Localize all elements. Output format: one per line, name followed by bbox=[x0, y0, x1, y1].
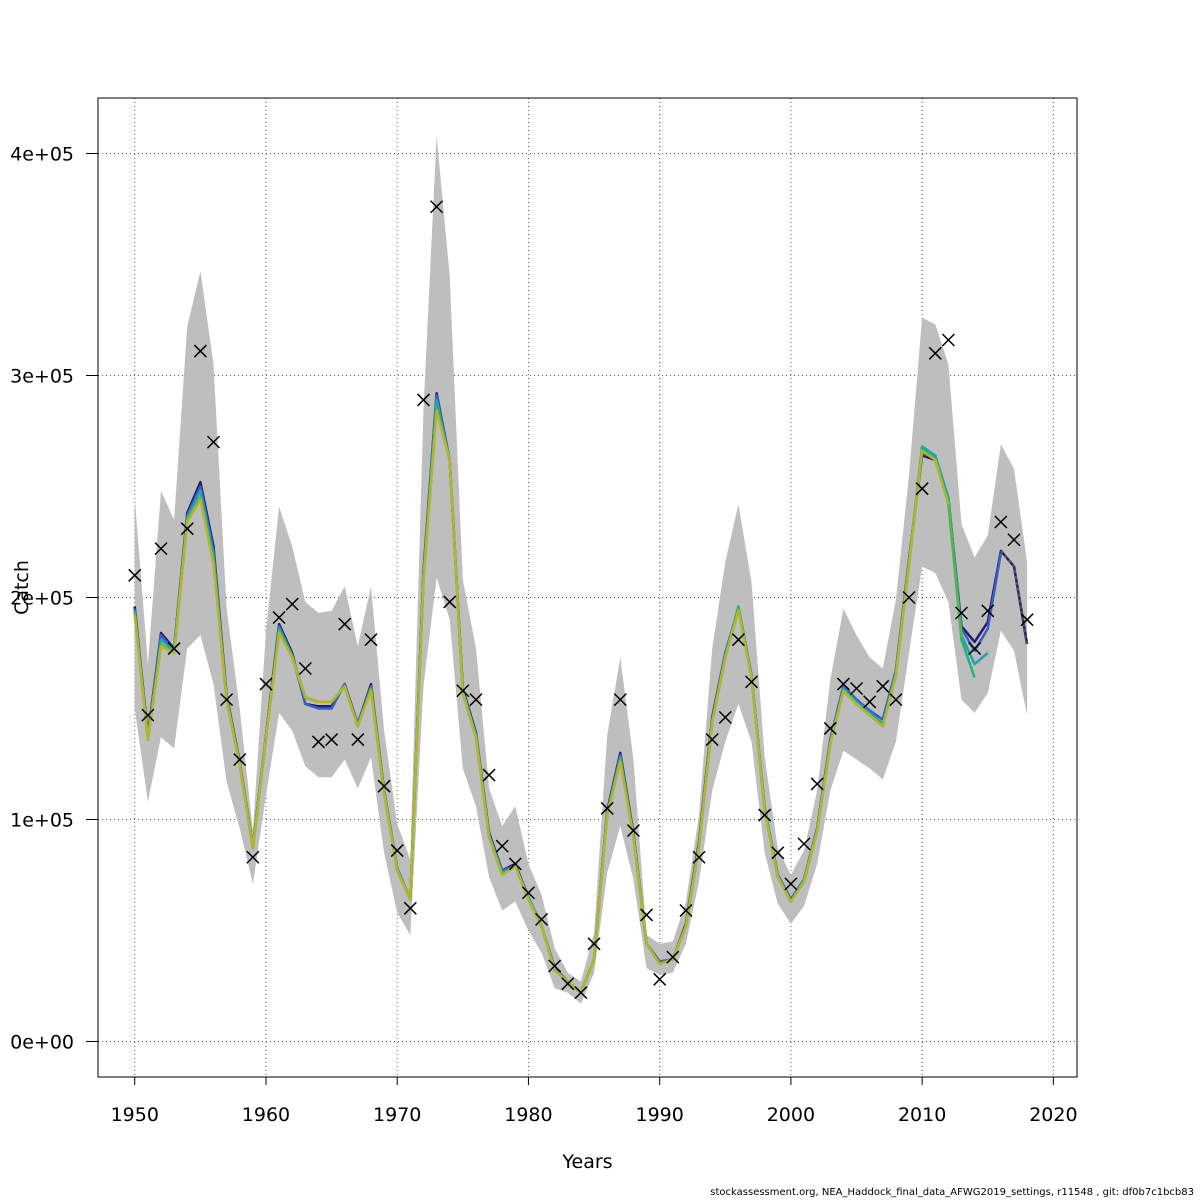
x-tick-label: 2000 bbox=[767, 1104, 815, 1126]
x-tick-label: 1950 bbox=[111, 1104, 159, 1126]
observed-point bbox=[758, 808, 772, 822]
observed-point bbox=[1020, 613, 1034, 627]
observed-point bbox=[823, 721, 837, 735]
observed-point bbox=[994, 515, 1008, 529]
x-tick-label: 1980 bbox=[504, 1104, 552, 1126]
y-tick-label: 3e+05 bbox=[10, 365, 74, 387]
observed-point bbox=[521, 886, 535, 900]
observed-point bbox=[626, 824, 640, 838]
observed-point bbox=[364, 633, 378, 647]
confidence-band bbox=[134, 135, 1028, 1004]
observed-point bbox=[535, 912, 549, 926]
observed-point bbox=[968, 642, 982, 656]
observed-point bbox=[928, 346, 942, 360]
observed-point bbox=[561, 977, 575, 991]
observed-point bbox=[941, 333, 955, 347]
observed-point bbox=[981, 604, 995, 618]
observed-point bbox=[902, 590, 916, 605]
observed-point bbox=[495, 839, 509, 853]
observed-point bbox=[889, 693, 903, 707]
x-tick-label: 2010 bbox=[898, 1104, 946, 1126]
observed-point bbox=[430, 200, 444, 214]
observed-point bbox=[954, 606, 969, 620]
series-lines bbox=[133, 392, 1029, 994]
observed-point bbox=[338, 617, 352, 631]
observed-point bbox=[193, 344, 207, 358]
observed-point bbox=[574, 986, 588, 1000]
observed-point bbox=[731, 633, 745, 647]
observed-point bbox=[679, 903, 693, 918]
observed-point bbox=[797, 837, 811, 851]
observed-point bbox=[351, 733, 365, 747]
observed-point bbox=[849, 681, 864, 696]
observed-point bbox=[154, 542, 168, 556]
x-tick-label: 1990 bbox=[635, 1104, 683, 1126]
observed-point bbox=[167, 642, 181, 656]
observed-point bbox=[469, 693, 483, 707]
observed-point bbox=[836, 677, 850, 691]
observed-point bbox=[220, 693, 234, 707]
observed-point bbox=[745, 675, 759, 689]
observed-point bbox=[246, 850, 260, 864]
observed-point bbox=[403, 901, 417, 915]
observed-point bbox=[692, 850, 706, 864]
y-tick-label: 0e+00 bbox=[10, 1031, 74, 1053]
observed-point bbox=[810, 777, 824, 791]
observed-point bbox=[443, 595, 457, 609]
y-axis-label: Catch bbox=[11, 560, 33, 615]
observed-point bbox=[1007, 533, 1021, 547]
observed-point bbox=[180, 522, 194, 536]
observed-point bbox=[508, 857, 522, 871]
observed-point bbox=[653, 972, 667, 986]
observed-point bbox=[613, 693, 627, 707]
x-tick-label: 1970 bbox=[373, 1104, 421, 1126]
observed-point bbox=[206, 435, 221, 449]
series-line-7 bbox=[999, 550, 1029, 647]
observed-point bbox=[640, 908, 654, 922]
observed-point bbox=[233, 753, 247, 767]
observed-point bbox=[771, 846, 785, 860]
y-tick-label: 1e+05 bbox=[10, 809, 74, 831]
y-tick-label: 4e+05 bbox=[10, 143, 74, 165]
observed-point bbox=[325, 733, 339, 747]
plot-frame bbox=[97, 97, 1078, 1078]
observed-point bbox=[285, 597, 299, 611]
observed-point bbox=[876, 679, 890, 693]
y-tick-label: 2e+05 bbox=[10, 587, 74, 609]
axes: 1950 1960 1970 1980 1990 2000 2010 2020 0e+00 1e+… bbox=[10, 143, 1077, 1126]
observed-point bbox=[456, 684, 470, 698]
grid bbox=[98, 98, 1077, 1077]
observed-point bbox=[863, 695, 877, 709]
observed-point bbox=[311, 735, 326, 749]
observed-point bbox=[587, 937, 601, 951]
x-tick-label: 2020 bbox=[1029, 1104, 1077, 1126]
observed-points bbox=[128, 200, 1034, 1000]
observed-point bbox=[128, 568, 142, 582]
observed-point bbox=[272, 610, 286, 624]
observed-point bbox=[298, 661, 312, 676]
observed-point bbox=[705, 733, 719, 747]
observed-point bbox=[482, 768, 496, 782]
observed-point bbox=[141, 708, 155, 722]
observed-point bbox=[390, 844, 404, 858]
confidence-band-area bbox=[134, 135, 1028, 1004]
observed-point bbox=[377, 779, 391, 793]
observed-point bbox=[548, 959, 562, 973]
observed-point bbox=[718, 710, 732, 724]
observed-point bbox=[259, 677, 273, 691]
observed-point bbox=[666, 950, 680, 964]
observed-point bbox=[784, 877, 798, 891]
x-axis-label: Years bbox=[561, 1151, 612, 1173]
series-line-6 bbox=[133, 409, 950, 994]
observed-point bbox=[416, 393, 430, 407]
observed-point bbox=[600, 801, 614, 815]
x-tick-label: 1960 bbox=[242, 1104, 290, 1126]
footer-credit: stockassessment.org, NEA_Haddock_final_d… bbox=[710, 1187, 1194, 1198]
observed-point bbox=[915, 482, 929, 496]
